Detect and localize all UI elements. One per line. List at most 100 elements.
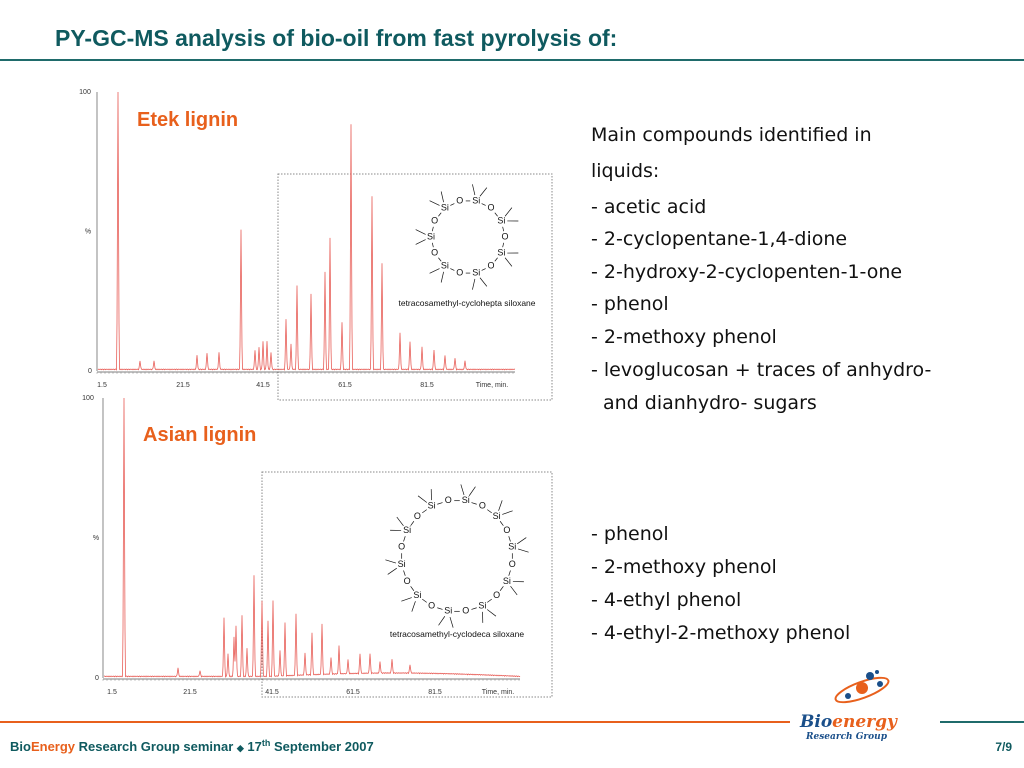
compound-item: - 4-ethyl phenol <box>591 589 741 611</box>
bond <box>422 509 427 514</box>
bond <box>450 203 455 206</box>
x-axis-label: 21.5 <box>183 689 197 696</box>
methyl-bond <box>460 484 465 496</box>
methyl-bond <box>429 200 440 206</box>
ring-atom: O <box>431 247 438 257</box>
logo-name: Bioenergy <box>799 712 898 732</box>
sample-label: Etek lignin <box>137 109 238 131</box>
ring-atom: O <box>445 495 452 505</box>
footer-date: September 2007 <box>270 739 373 754</box>
bond <box>508 570 511 576</box>
compound-item: - levoglucosan + traces of anhydro- <box>591 359 931 381</box>
page-number: 7/9 <box>995 740 1012 754</box>
bond <box>494 257 498 262</box>
methyl-bond <box>479 187 488 197</box>
compound-item: Main compounds identified in <box>591 124 872 146</box>
bond <box>438 257 442 262</box>
ring-atom: Si <box>398 559 406 569</box>
ring-atom: Si <box>503 576 511 586</box>
ring-atom: O <box>488 260 495 270</box>
ring-atom: O <box>414 511 421 521</box>
compound-item: - phenol <box>591 523 669 545</box>
bond <box>403 536 406 542</box>
ring-atom: O <box>428 600 435 610</box>
bond <box>481 203 486 206</box>
ring-atom: O <box>404 576 411 586</box>
footer-seminar: Research Group seminar <box>75 739 237 754</box>
x-axis-label: 81.5 <box>420 382 434 389</box>
footer-energy: Energy <box>31 739 76 754</box>
methyl-bond <box>417 495 428 503</box>
ring-atom: O <box>462 606 469 616</box>
methyl-bond <box>385 559 397 564</box>
bond <box>437 607 443 610</box>
ring-atom: Si <box>472 267 480 277</box>
methyl-bond <box>472 184 476 196</box>
logo-dot <box>866 672 874 680</box>
methyl-bond <box>498 500 503 511</box>
footer-bullet: ◆ <box>236 743 245 753</box>
logo-orbit <box>834 676 890 704</box>
methyl-bond <box>401 597 412 602</box>
ring-atom: Si <box>497 247 505 257</box>
ring-atom: O <box>488 202 495 212</box>
bond <box>422 598 427 603</box>
methyl-bond <box>504 257 513 267</box>
bond <box>487 509 492 514</box>
bond <box>502 242 505 248</box>
methyl-bond <box>468 486 476 496</box>
structure-caption: tetracosamethyl-cyclohepta siloxane <box>398 298 535 308</box>
logo-group: Research Group <box>805 732 888 742</box>
structure-box <box>261 471 553 698</box>
structure-caption: tetracosamethyl-cyclodeca siloxane <box>390 629 524 639</box>
ring-atom: Si <box>444 606 452 616</box>
bond <box>438 212 442 217</box>
ring-atom: Si <box>493 511 501 521</box>
methyl-bond <box>387 567 397 575</box>
methyl-bond <box>504 207 513 217</box>
ring-atom: Si <box>472 195 480 205</box>
x-axis-label: 1.5 <box>97 382 107 389</box>
ring-atom: Si <box>427 231 435 241</box>
ring-atom: O <box>509 559 516 569</box>
x-axis-label: Time, min. <box>476 382 508 389</box>
methyl-bond <box>415 229 426 235</box>
y-axis-label: 100 <box>79 89 91 96</box>
bond <box>499 586 504 591</box>
methyl-bond <box>517 548 529 553</box>
logo-dot <box>856 682 868 694</box>
logo-bio: Bio <box>799 712 832 732</box>
compound-item: - 2-cyclopentane-1,4-dione <box>591 228 847 250</box>
bond <box>410 586 415 591</box>
compound-item: - phenol <box>591 293 669 315</box>
compound-item: - 2-hydroxy-2-cyclopenten-1-one <box>591 261 902 283</box>
sample-label: Asian lignin <box>143 424 256 446</box>
compound-item: - 2-methoxy phenol <box>591 326 777 348</box>
ring-atom: Si <box>428 500 436 510</box>
ring-atom: Si <box>508 542 516 552</box>
bond <box>403 570 406 576</box>
methyl-bond <box>472 278 476 290</box>
methyl-bond <box>517 537 527 545</box>
x-axis-label: 41.5 <box>265 689 279 696</box>
methyl-bond <box>479 277 488 287</box>
footer-day: 17 <box>244 739 262 754</box>
y-axis-label: % <box>85 229 91 236</box>
ring-atom: O <box>398 542 405 552</box>
x-axis-label: 81.5 <box>428 689 442 696</box>
methyl-bond <box>411 601 416 612</box>
bond <box>471 607 477 610</box>
ring-atom: O <box>493 590 500 600</box>
bond <box>410 521 415 526</box>
ring-atom: Si <box>441 202 449 212</box>
methyl-bond <box>449 616 454 628</box>
x-axis-label: 41.5 <box>256 382 270 389</box>
y-axis-label: 0 <box>88 368 92 375</box>
y-axis-label: % <box>93 535 99 542</box>
x-axis-label: 61.5 <box>338 382 352 389</box>
compound-item: - 2-methoxy phenol <box>591 556 777 578</box>
compound-item: - acetic acid <box>591 196 706 218</box>
methyl-bond <box>438 616 446 626</box>
bond <box>450 268 455 271</box>
methyl-bond <box>429 268 440 274</box>
